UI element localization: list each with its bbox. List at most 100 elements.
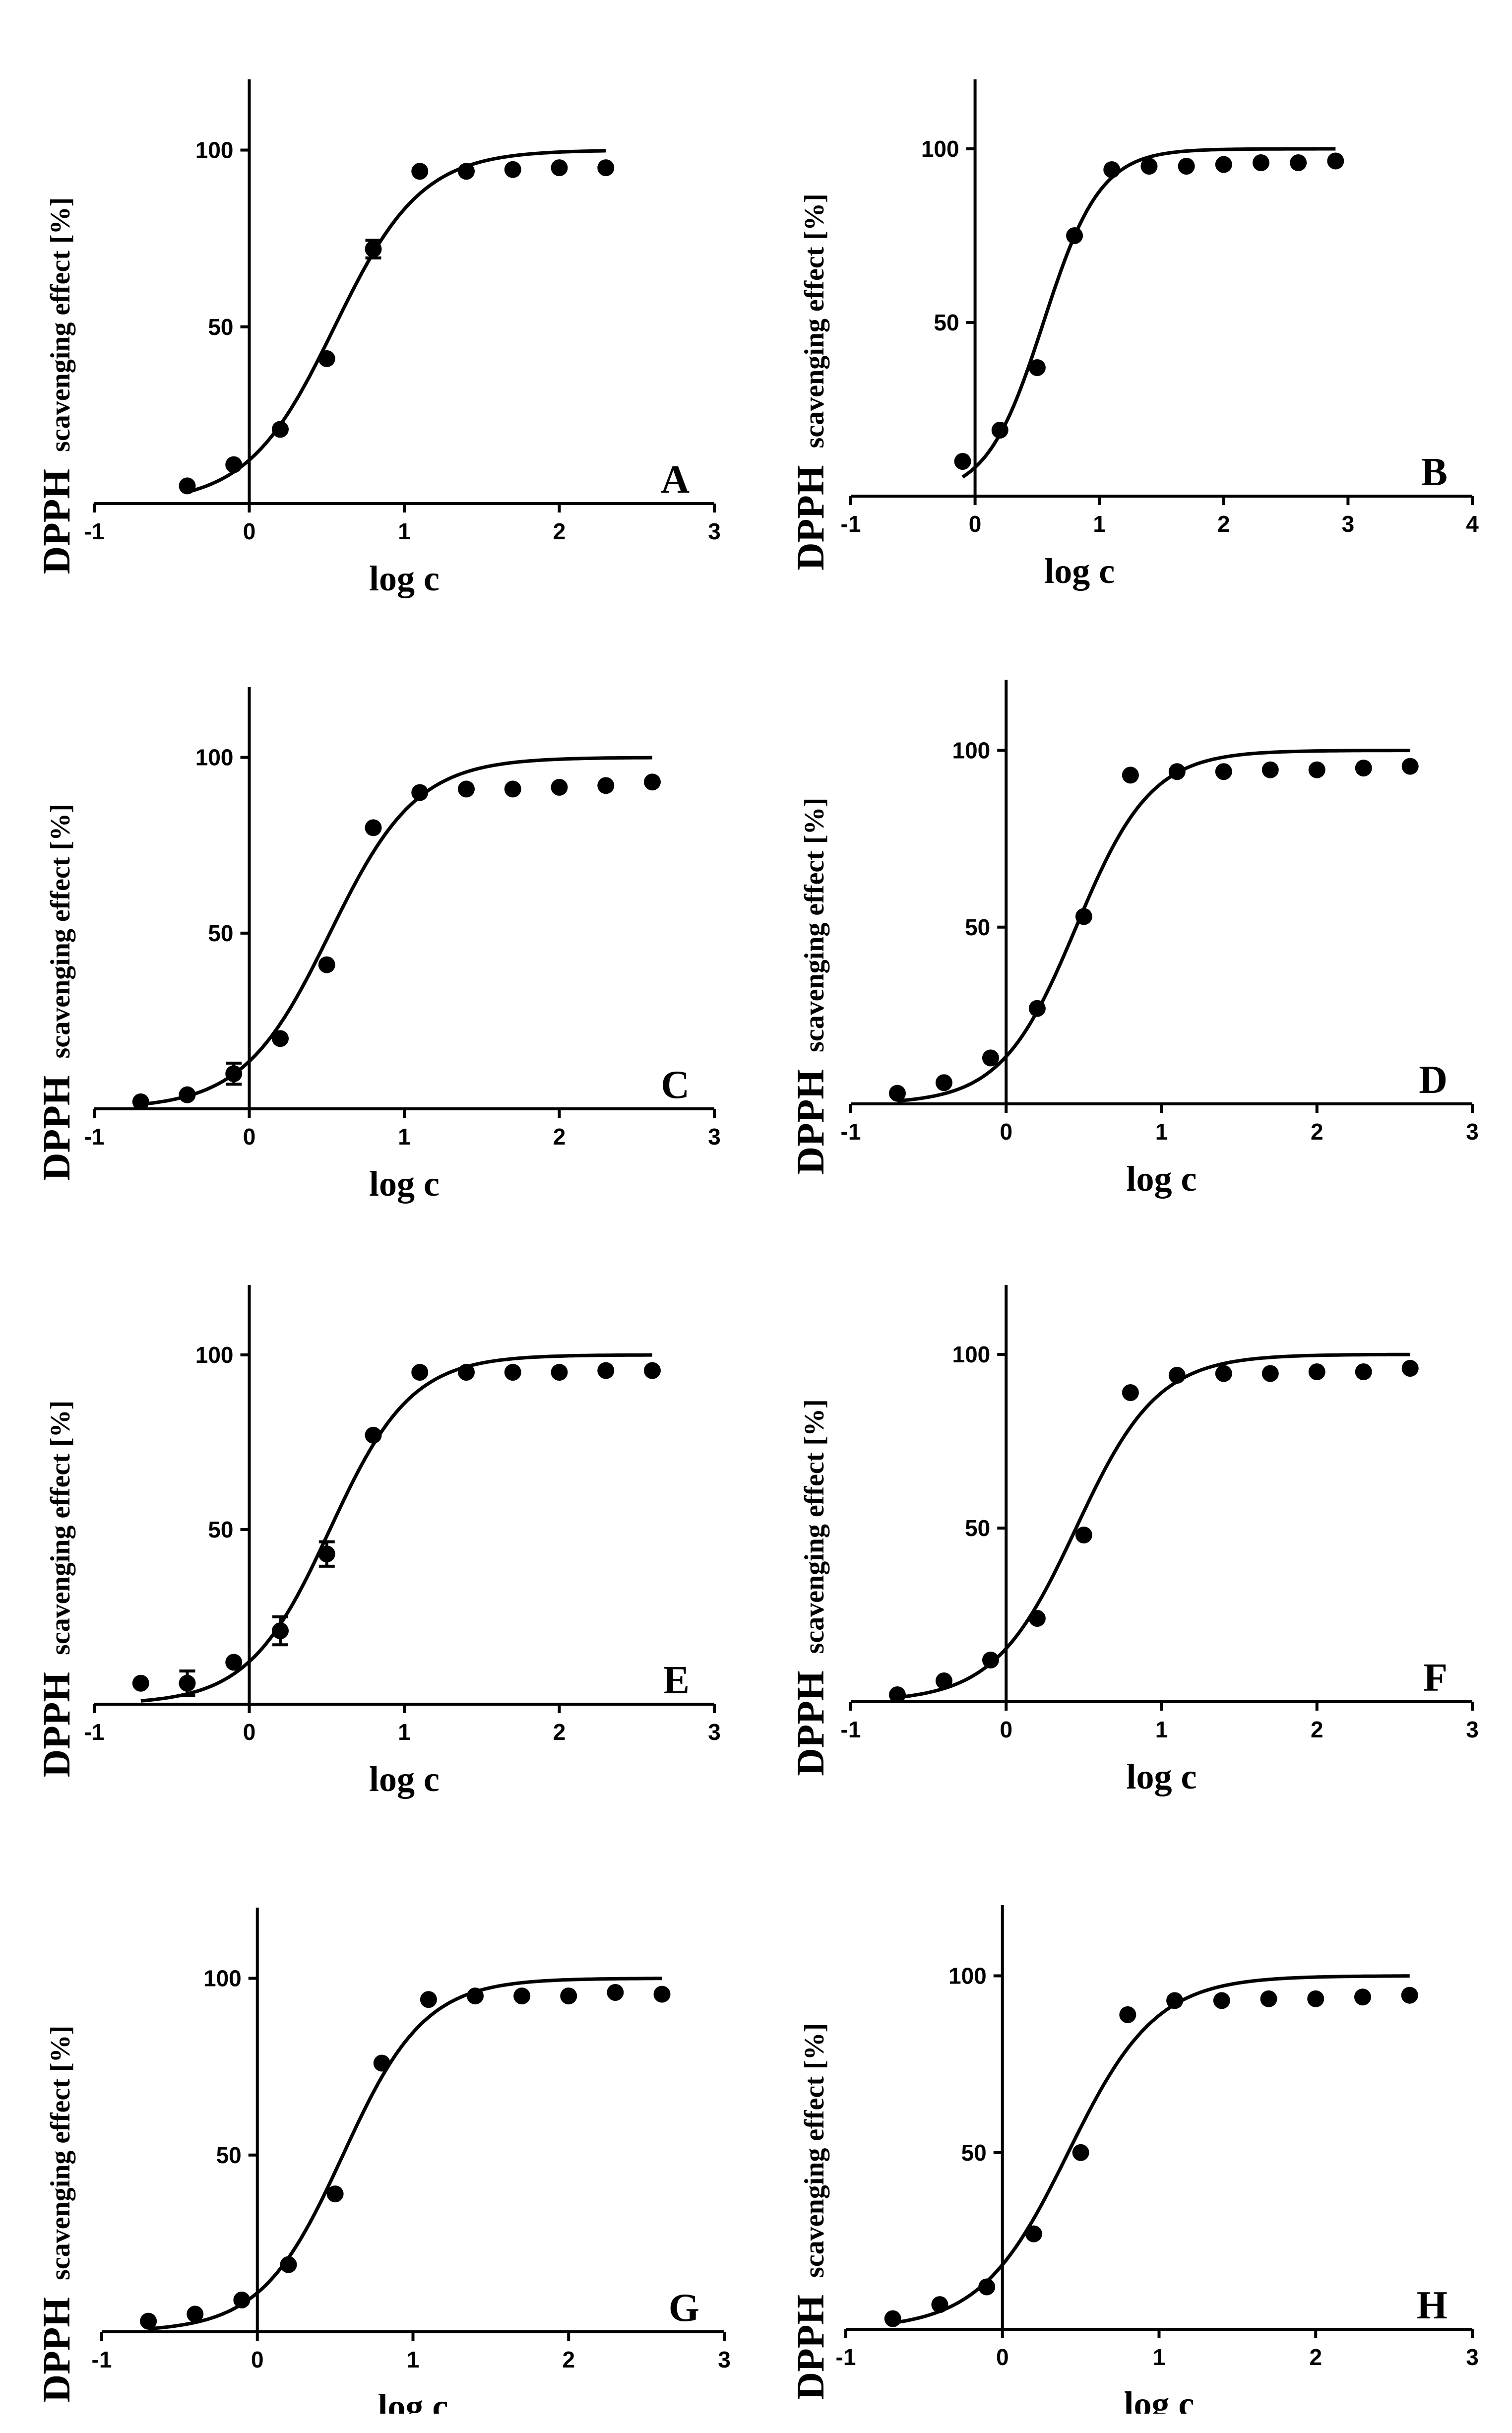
- y-tick-label: 100: [203, 1966, 242, 1991]
- data-point: [458, 163, 475, 180]
- data-point: [982, 1652, 999, 1668]
- x-tick-label: 4: [1466, 511, 1479, 537]
- fit-curve: [140, 1353, 652, 1703]
- chart-panel-f: -1 0 1 2 3 50 100 log c DPPH scavenging effect [%…: [789, 1285, 1479, 1796]
- data-point: [1168, 1367, 1186, 1384]
- data-point: [597, 159, 615, 177]
- data-point: [1327, 152, 1344, 170]
- data-point: [233, 2291, 251, 2308]
- x-tick-label: 1: [1155, 1119, 1168, 1145]
- data-point: [373, 2054, 390, 2072]
- y-tick-label: 100: [195, 1342, 234, 1368]
- fit-curve: [897, 1352, 1410, 1699]
- data-point: [1308, 1363, 1325, 1380]
- chart-panel-a: -1 0 1 2 3 50 100 log c DPPH scavenging effect [%…: [35, 79, 721, 598]
- data-point: [411, 1364, 429, 1381]
- data-point: [1178, 158, 1195, 175]
- data-point: [420, 1991, 437, 2008]
- fit-curve: [961, 147, 1336, 479]
- data-point: [318, 350, 335, 367]
- data-point: [1355, 760, 1372, 777]
- data-point: [1355, 1363, 1372, 1380]
- data-point: [411, 784, 429, 801]
- data-point: [1075, 908, 1092, 925]
- x-tick-label: 0: [243, 1124, 256, 1150]
- data-point: [884, 2310, 901, 2327]
- data-point: [365, 241, 382, 257]
- data-point: [1215, 763, 1232, 780]
- x-axis-label: log c: [1044, 551, 1115, 591]
- data-point: [1103, 161, 1121, 178]
- data-point: [1215, 156, 1232, 173]
- x-tick-label: 2: [1311, 1717, 1323, 1742]
- x-tick-label: 0: [251, 2347, 264, 2372]
- chart-panel-g: -1 0 1 2 3 50 100 log c DPPH scavenging effect [%…: [35, 1908, 731, 2414]
- data-point: [551, 1364, 568, 1381]
- data-point: [467, 1987, 484, 2005]
- chart-panel-c: -1 0 1 2 3 50 100 log c DPPH scavenging effect [%…: [35, 687, 721, 1204]
- data-point: [1028, 1610, 1046, 1627]
- y-axis-label-rest: scavenging effect [%]: [45, 2026, 76, 2280]
- y-tick-label: 50: [216, 2142, 242, 2168]
- x-tick-label: 2: [1309, 2344, 1322, 2370]
- data-point: [978, 2278, 996, 2296]
- data-point: [1025, 2225, 1042, 2242]
- data-point: [560, 1987, 577, 2005]
- data-point: [458, 780, 475, 798]
- x-tick-label: 1: [1155, 1717, 1168, 1742]
- x-tick-label: -1: [84, 1124, 105, 1150]
- x-axis-label: log c: [1124, 2384, 1195, 2414]
- data-point: [888, 1686, 906, 1703]
- x-tick-label: 1: [398, 1719, 411, 1745]
- y-axis-label: DPPH scavenging effect [%]: [35, 197, 78, 574]
- data-point: [1140, 158, 1158, 175]
- data-point: [1166, 1992, 1184, 2009]
- data-point: [597, 777, 615, 794]
- x-tick-label: 1: [398, 518, 411, 544]
- y-axis-label: DPPH scavenging effect [%]: [789, 798, 832, 1174]
- data-point: [1401, 1986, 1418, 2004]
- x-axis-label: log c: [369, 559, 440, 598]
- data-point: [935, 1074, 952, 1091]
- panel-letter: G: [669, 2286, 699, 2330]
- y-axis-label-rest: scavenging effect [%]: [45, 1401, 76, 1655]
- data-point: [318, 1545, 335, 1563]
- data-point: [280, 2256, 297, 2273]
- x-tick-label: 2: [553, 1124, 566, 1150]
- y-tick-label: 50: [965, 1515, 990, 1541]
- y-tick-label: 100: [921, 136, 959, 162]
- x-tick-label: 3: [708, 1124, 721, 1150]
- data-point: [365, 1426, 382, 1444]
- x-tick-label: 0: [243, 1719, 256, 1745]
- data-point: [326, 2185, 344, 2203]
- data-point: [1028, 359, 1046, 376]
- x-tick-label: -1: [841, 1717, 861, 1742]
- y-axis-label-rest: scavenging effect [%]: [799, 193, 830, 448]
- y-tick-label: 50: [934, 310, 959, 335]
- y-tick-label: 50: [965, 914, 990, 940]
- x-tick-label: 2: [562, 2347, 575, 2372]
- x-tick-label: 1: [1153, 2344, 1166, 2370]
- y-axis-label: DPPH scavenging effect [%]: [35, 1401, 78, 1777]
- data-point: [1122, 1384, 1139, 1401]
- x-axis-label: log c: [1127, 1159, 1197, 1199]
- x-tick-label: -1: [84, 1719, 105, 1745]
- chart-panel-e: -1 0 1 2 3 50 100 log c DPPH scavenging effect [%…: [35, 1285, 721, 1799]
- data-point: [1168, 763, 1186, 780]
- x-tick-label: 3: [1342, 511, 1355, 537]
- data-point: [179, 477, 196, 495]
- panel-letter: D: [1419, 1058, 1448, 1102]
- y-axis-label-prefix: DPPH: [789, 465, 832, 570]
- data-point: [225, 1065, 243, 1083]
- data-point: [888, 1085, 906, 1102]
- panel-letter: C: [661, 1063, 690, 1107]
- y-axis-label: DPPH scavenging effect [%]: [35, 804, 78, 1180]
- y-axis-label-rest: scavenging effect [%]: [799, 2023, 830, 2278]
- data-point: [1066, 227, 1083, 244]
- data-point: [644, 1362, 661, 1379]
- y-axis-label-prefix: DPPH: [35, 469, 78, 574]
- x-tick-label: 0: [243, 518, 256, 544]
- panel-letter: E: [663, 1659, 690, 1702]
- x-tick-label: 2: [553, 1719, 566, 1745]
